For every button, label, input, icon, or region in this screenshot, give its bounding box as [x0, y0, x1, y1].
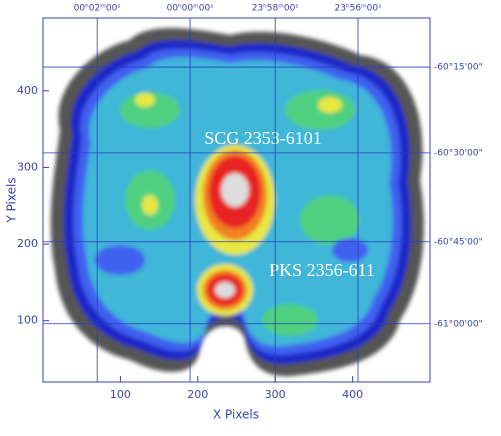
y-tick-label: 400	[17, 84, 38, 97]
y2-tick-label: -61°00'00"	[434, 319, 483, 329]
x-tick-label: 300	[265, 388, 286, 401]
x-tick-label: 200	[187, 388, 208, 401]
y-tick-label: 200	[17, 237, 38, 250]
x2-tick-label: 00ʰ02ᵐ00ˢ	[74, 4, 121, 14]
annotation: SCG 2353-6101	[204, 128, 322, 148]
x-tick-label: 100	[110, 388, 131, 401]
x-ray-map	[50, 28, 424, 377]
y-tick-label: 100	[17, 314, 38, 327]
x2-tick-label: 00ʰ00ᵐ00ˢ	[167, 4, 214, 14]
x-axis-label: X Pixels	[213, 408, 259, 422]
x2-tick-label: 23ʰ58ᵐ00ˢ	[252, 4, 299, 14]
y-tick-label: 300	[17, 160, 38, 173]
y-axis-label: Y Pixels	[5, 177, 19, 223]
x-tick-label: 400	[342, 388, 363, 401]
annotation: PKS 2356-611	[269, 260, 375, 280]
x2-tick-label: 23ʰ56ᵐ00ˢ	[335, 4, 382, 14]
y2-tick-label: -60°45'00"	[434, 237, 483, 247]
y2-tick-label: -60°30'00"	[434, 148, 483, 158]
y2-tick-label: -60°15'00"	[434, 63, 483, 73]
plot-frame	[42, 17, 431, 383]
